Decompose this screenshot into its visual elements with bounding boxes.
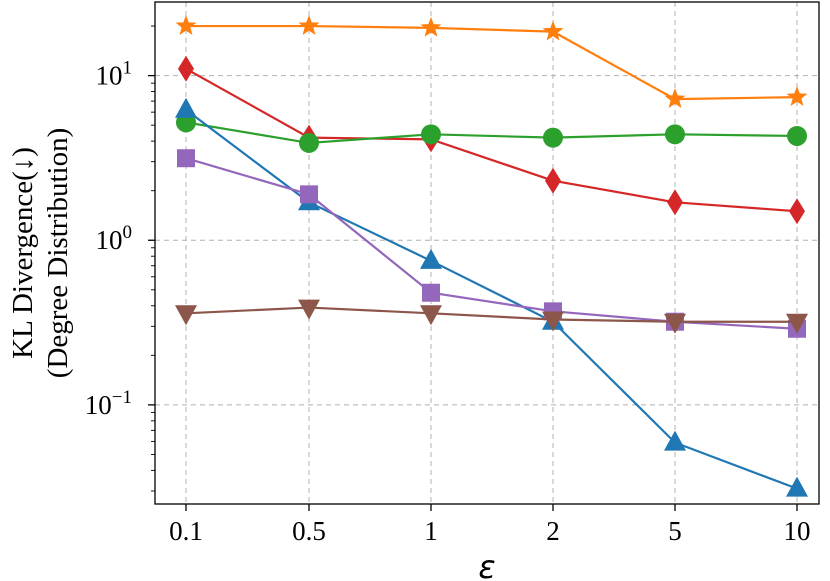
series-line: [186, 24, 798, 101]
point: [175, 15, 197, 35]
point: [420, 248, 442, 269]
series-line: [185, 108, 798, 490]
point: [298, 299, 320, 320]
point: [789, 198, 805, 225]
series: [175, 15, 808, 497]
point: [420, 16, 442, 37]
point: [420, 305, 442, 326]
x-tick-labels: 0.1 0.5 1 2 5 10: [169, 516, 810, 546]
point: [787, 125, 807, 146]
series-blue-triangle: [175, 97, 808, 497]
point: [177, 149, 195, 168]
point: [667, 189, 683, 216]
y-tick-label: 101: [96, 58, 133, 91]
point: [786, 476, 808, 497]
series-red-diamond: [178, 55, 805, 225]
minor-ticks: [151, 25, 155, 492]
point: [178, 55, 194, 82]
point: [542, 311, 564, 332]
plot-frame: [154, 1, 820, 505]
point: [786, 86, 808, 107]
point: [300, 185, 318, 204]
point: [545, 167, 561, 194]
series-line: [185, 67, 798, 213]
x-tick-label: 0.1: [169, 516, 203, 546]
point: [542, 20, 564, 41]
series-line: [185, 306, 797, 323]
x-tick-label: 5: [668, 516, 682, 546]
y-axis-label: KL Divergence(↓): [7, 147, 39, 359]
point: [543, 127, 563, 148]
grid: [155, 2, 819, 504]
x-tick-label: 2: [546, 516, 560, 546]
point: [664, 313, 686, 334]
point: [664, 88, 686, 108]
point: [298, 15, 320, 35]
y-tick-label: 100: [96, 222, 133, 255]
series-green-circle: [176, 112, 807, 153]
point: [422, 283, 440, 302]
x-tick-label: 1: [424, 516, 438, 546]
point: [299, 132, 319, 153]
x-tick-label: 0.5: [292, 516, 326, 546]
point: [786, 313, 808, 334]
y-tick-labels: 10−1 100 101: [85, 58, 132, 420]
y-tick-label: 10−1: [85, 387, 132, 420]
x-tick-label: 10: [784, 516, 811, 546]
x-axis-label: ε: [478, 548, 495, 581]
major-ticks: [148, 74, 798, 511]
point: [175, 305, 197, 326]
series-orange-star: [175, 15, 808, 108]
point: [664, 430, 686, 451]
point: [175, 97, 197, 118]
y-axis-label-line2: (Degree Distribution): [42, 128, 74, 378]
point: [665, 124, 685, 145]
series-line: [185, 121, 798, 145]
series-brown-triangle-down: [175, 299, 808, 334]
series-line: [185, 157, 798, 330]
point: [421, 124, 441, 145]
